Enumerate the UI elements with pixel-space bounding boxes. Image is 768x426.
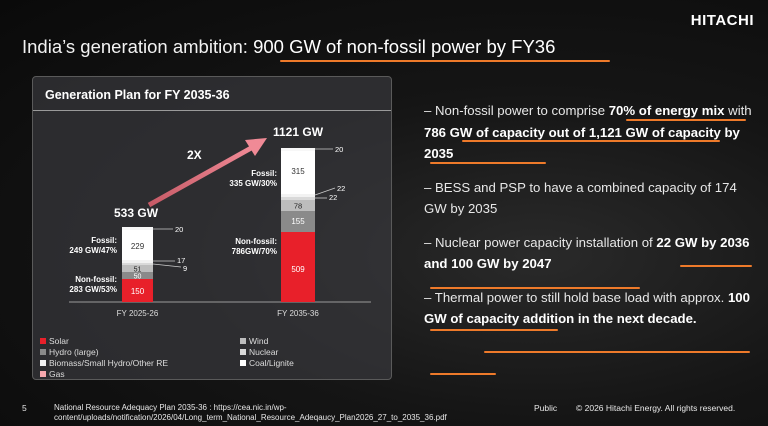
bar2-total: 1121 GW: [273, 125, 324, 139]
bar1-biomass-value: 17: [177, 256, 185, 265]
bar2-solar: [281, 232, 315, 302]
bar1-fossil-label: Fossil: 249 GW/47%: [69, 236, 117, 255]
bullet-bold: 786 GW of capacity out of 1,121 GW of ca…: [424, 124, 740, 162]
underline-4: [680, 265, 752, 267]
legend-nuclear-swatch: [240, 349, 246, 355]
bullet-text: Non-fossil power to comprise: [435, 103, 609, 118]
legend-hydro: Hydro (large): [40, 347, 99, 357]
bullet-text: BESS and PSP to have a combined capacity…: [424, 179, 737, 217]
bar1-coal: [122, 230, 153, 260]
legend-biomass-swatch: [40, 360, 46, 366]
bullet-item: – Non-fossil power to comprise 70% of en…: [424, 103, 752, 162]
panel-title: Generation Plan for FY 2035-36: [45, 88, 230, 102]
underline-3: [430, 162, 546, 164]
legend-biomass-label: Biomass/Small Hydro/Other RE: [49, 358, 169, 368]
bar1-nuclear: [122, 263, 153, 265]
title-prefix: India’s generation ambition:: [22, 36, 254, 57]
bar1-nuclear-value: 9: [183, 264, 187, 273]
classification-label: Public: [534, 403, 558, 413]
bullet-bold: 22 GW by 2036 and 100 GW by 2047: [424, 234, 750, 272]
underline-6: [430, 329, 558, 331]
bullet-text: Thermal power to still hold base load wi…: [434, 289, 728, 305]
legend-coal: Coal/Lignite: [240, 358, 294, 368]
page-number: 5: [22, 403, 27, 413]
legend-solar: Solar: [40, 336, 69, 346]
chart-panel: Generation Plan for FY 2035-36 2X 533 GW…: [32, 76, 392, 380]
legend-wind-swatch: [240, 338, 246, 344]
bar2-nuclear: [281, 197, 315, 200]
legend-gas-label: Gas: [49, 369, 65, 379]
bar1-nonfossil-label: Non-fossil: 283 GW/53%: [69, 275, 117, 294]
bar2-nonfossil-label: Non-fossil: 786GW/70%: [232, 237, 277, 256]
underline-8: [430, 373, 496, 375]
legend-biomass: Biomass/Small Hydro/Other RE: [40, 358, 168, 368]
legend-coal-label: Coal/Lignite: [249, 358, 294, 368]
panel-divider: [33, 110, 391, 111]
bar2-coal-value: 315: [291, 167, 305, 176]
bar1-solar: [122, 279, 153, 302]
bullet-item: – Nuclear power capacity installation of…: [424, 234, 750, 272]
hitachi-logo: HITACHI: [690, 12, 754, 29]
legend-gas: Gas: [40, 369, 65, 379]
bar2-hydro: [281, 211, 315, 232]
legend-nuclear-label: Nuclear: [249, 347, 279, 357]
bar1-year: FY 2025-26: [117, 309, 159, 318]
legend-gas-swatch: [40, 371, 46, 377]
bullet-bold: 70% of energy mix: [608, 103, 725, 118]
legend-wind-label: Wind: [249, 336, 269, 346]
source-note: National Resource Adequacy Plan 2035-36 …: [54, 403, 447, 423]
bar2-hydro-value: 155: [291, 217, 305, 226]
legend-solar-swatch: [40, 338, 46, 344]
underline-1: [626, 119, 746, 121]
bar1-hydro: [122, 272, 153, 279]
bar1-total: 533 GW: [114, 206, 159, 220]
growth-arrow-line: [147, 144, 255, 208]
legend-nuclear: Nuclear: [240, 347, 278, 357]
source-line-1: National Resource Adequacy Plan 2035-36 …: [54, 403, 287, 412]
bar1-coal-value: 229: [131, 242, 145, 251]
legend-hydro-swatch: [40, 349, 46, 355]
bullet-text: Nuclear power capacity installation of: [435, 234, 657, 250]
title-underline: [280, 60, 610, 62]
underline-2: [462, 140, 720, 142]
bar1-wind: [122, 265, 153, 272]
bar2-year: FY 2035-36: [277, 309, 319, 318]
underline-5: [430, 287, 640, 289]
bullet-bold: 100 GW of capacity addition in the next …: [424, 289, 750, 327]
bullet-text: with: [724, 103, 752, 118]
bullet-item: – Thermal power to still hold base load …: [424, 289, 750, 327]
bullet-item: – BESS and PSP to have a combined capaci…: [424, 179, 737, 217]
legend-solar-label: Solar: [49, 336, 69, 346]
bar2-wind: [281, 200, 315, 211]
bar1-nuclear-leader: [152, 263, 182, 268]
bar2-gas-value: 20: [335, 145, 343, 154]
copyright: © 2026 Hitachi Energy. All rights reserv…: [576, 403, 736, 413]
growth-arrow-head: [245, 138, 267, 156]
growth-label: 2X: [187, 148, 202, 162]
title-highlight: 900 GW of non-fossil power by FY36: [253, 36, 556, 57]
bar1-gas: [122, 227, 153, 230]
legend-coal-swatch: [240, 360, 246, 366]
source-line-2: content/uploads/notification/2026/04/Lon…: [54, 413, 447, 422]
bar2-gas: [281, 148, 315, 151]
bar1-solar-value: 150: [131, 287, 145, 296]
bar1-hydro-value: 50: [134, 274, 142, 281]
bar2-coal: [281, 151, 315, 194]
legend-wind: Wind: [240, 336, 268, 346]
page-title: India’s generation ambition: 900 GW of n…: [22, 36, 555, 58]
bar2-nuclear-leader: [314, 187, 336, 196]
bar2-wind-value: 78: [294, 202, 302, 211]
bar2-fossil-label: Fossil: 335 GW/30%: [229, 169, 277, 188]
bar2-solar-value: 509: [291, 265, 305, 274]
bar1-gas-value: 20: [175, 225, 183, 234]
bullet-list: – Non-fossil power to comprise 70% of en…: [424, 100, 758, 342]
bar1-biomass: [122, 260, 153, 263]
bar2-biomass: [281, 194, 315, 197]
legend-hydro-label: Hydro (large): [49, 347, 99, 357]
bar2-biomass-value: 22: [329, 193, 337, 202]
bar1-wind-value: 51: [134, 267, 142, 274]
generation-chart: 2X 533 GW 150 50 51 229 20 17 9 Fossil: 2…: [69, 125, 371, 318]
bar2-nuclear-value: 22: [337, 184, 345, 193]
underline-7: [484, 351, 750, 353]
